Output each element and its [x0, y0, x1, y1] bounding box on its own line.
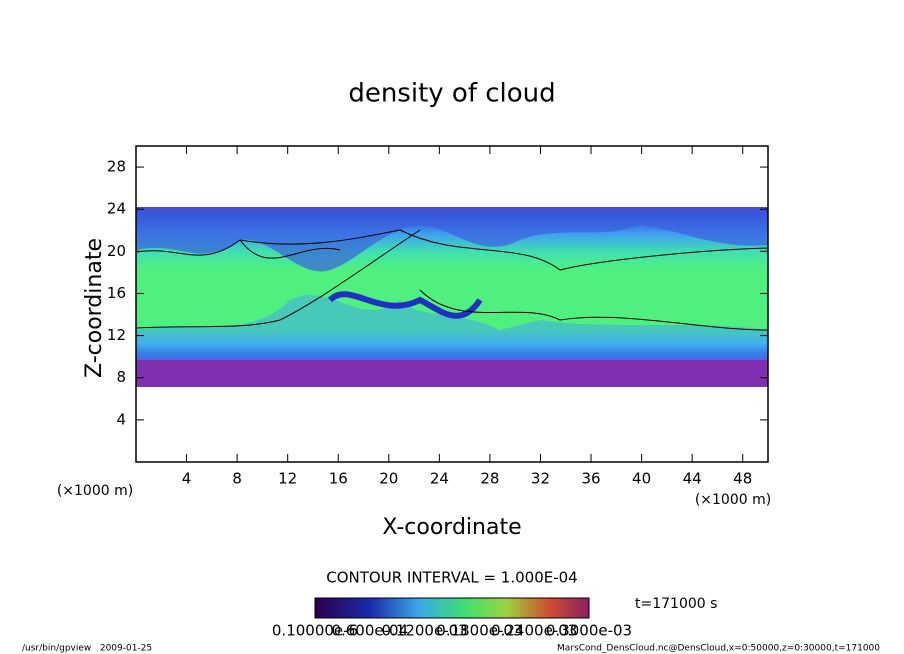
x-tick-label: 12 — [278, 470, 297, 488]
x-tick-label: 24 — [430, 470, 449, 488]
field — [135, 207, 769, 387]
colorbar-label: 0.2400e-03 — [491, 622, 577, 640]
y-axis-title: Z-coordinate — [82, 238, 107, 378]
y-tick-label: 12 — [107, 326, 126, 344]
x-tick-label: 32 — [531, 470, 550, 488]
colorbar-label: 0.1200e-03 — [381, 622, 467, 640]
contour-interval: CONTOUR INTERVAL = 1.000E-04 — [326, 569, 577, 587]
plot-frame — [135, 145, 769, 463]
x-tick-label: 8 — [232, 470, 242, 488]
x-tick-label: 20 — [379, 470, 398, 488]
x-tick-label: 48 — [733, 470, 752, 488]
chart-title: density of cloud — [348, 79, 555, 109]
x-axis-title: X-coordinate — [382, 515, 521, 540]
x-tick-label: 40 — [632, 470, 651, 488]
y-tick-label: 24 — [107, 200, 126, 218]
x-tick-label: 4 — [182, 470, 192, 488]
colorbar-label: 0.3000e-03 — [546, 622, 632, 640]
y-tick-label: 8 — [116, 368, 126, 386]
x-unit: (×1000 m) — [695, 492, 771, 508]
x-tick-label: 16 — [329, 470, 348, 488]
y-tick-label: 16 — [107, 284, 126, 302]
y-unit: (×1000 m) — [57, 483, 133, 499]
colorbar — [314, 597, 590, 619]
y-tick-label: 4 — [116, 410, 126, 428]
x-tick-label: 28 — [480, 470, 499, 488]
time-label: t=171000 s — [635, 596, 717, 612]
colorbar-label: 0.10000e-6 — [272, 622, 358, 640]
y-tick-label: 20 — [107, 242, 126, 260]
footer-left: /usr/bin/gpview 2009-01-25 — [22, 644, 152, 654]
colorbar-label: 0.600e-04 — [331, 622, 408, 640]
colorbar-label: 0.1800e-03 — [436, 622, 522, 640]
footer-right: MarsCond_DensCloud.nc@DensCloud,x=0:5000… — [557, 644, 880, 654]
x-tick-label: 36 — [581, 470, 600, 488]
y-tick-label: 28 — [107, 158, 126, 176]
x-tick-label: 44 — [683, 470, 702, 488]
